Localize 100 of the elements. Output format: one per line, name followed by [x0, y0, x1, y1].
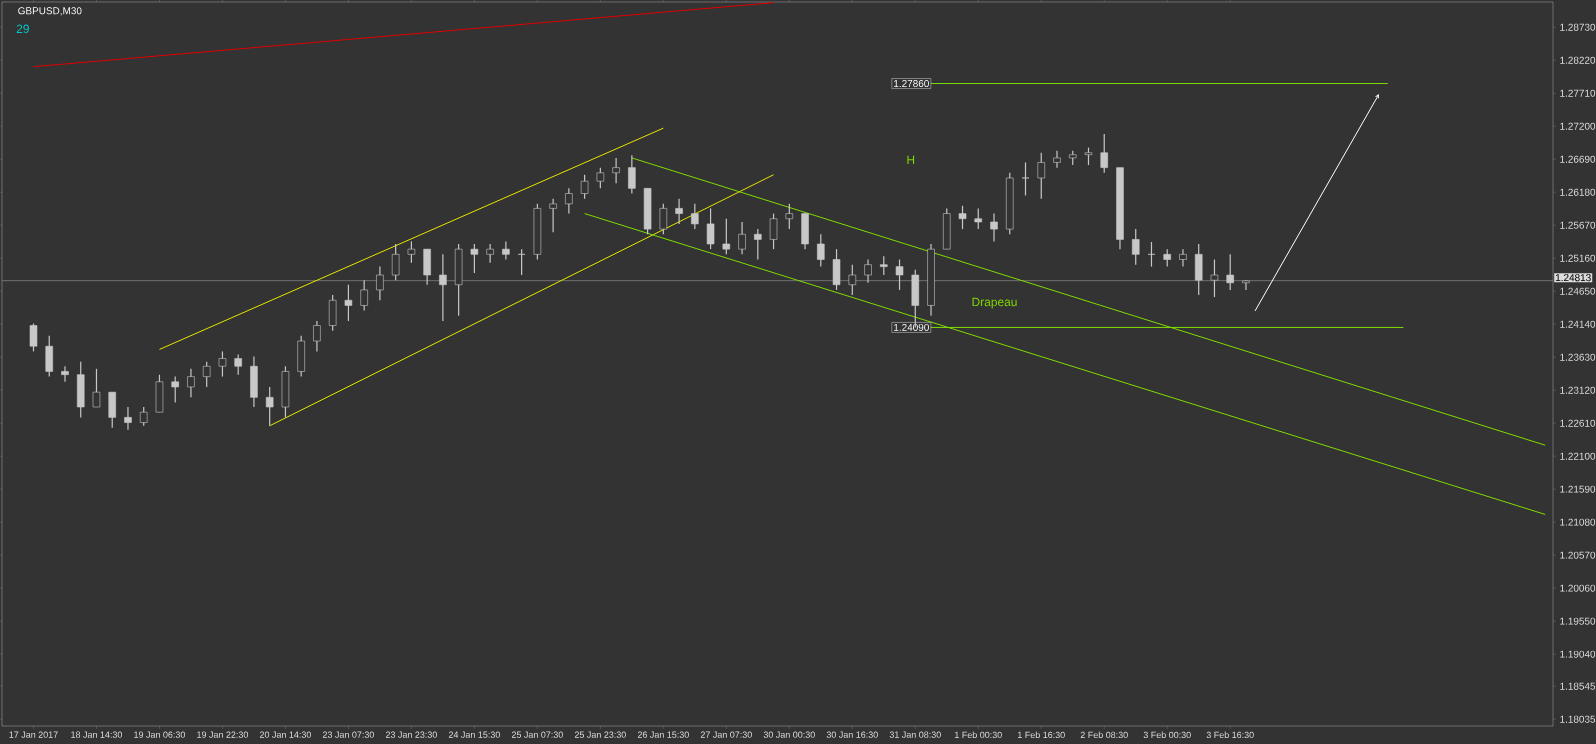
candlestick — [785, 203, 794, 230]
candlestick — [439, 253, 447, 322]
x-tick-label: 23 Jan 07:30 — [322, 731, 374, 738]
candlestick — [376, 266, 384, 301]
x-tick-label: 25 Jan 23:30 — [574, 731, 626, 738]
candlestick — [990, 212, 998, 242]
candlestick — [817, 233, 825, 268]
candlestick — [612, 157, 620, 184]
candlestick — [659, 203, 668, 235]
y-tick-label: 1.23120 — [1560, 386, 1596, 394]
y-tick-label: 1.28220 — [1560, 56, 1596, 64]
candlestick — [1100, 133, 1108, 174]
candlestick — [171, 376, 179, 404]
candlestick — [565, 187, 573, 215]
candlestick — [202, 361, 211, 388]
y-tick-label: 1.20060 — [1560, 584, 1596, 592]
candlestick — [974, 207, 983, 230]
candlestick — [360, 279, 368, 312]
x-tick-label: 26 Jan 15:30 — [637, 731, 689, 738]
candlestick — [848, 264, 857, 296]
candlestick — [880, 255, 888, 276]
candlestick — [313, 320, 321, 352]
candlestick — [1226, 253, 1234, 291]
candlestick — [769, 212, 778, 250]
candlestick — [722, 218, 731, 255]
x-tick-label: 19 Jan 22:30 — [197, 731, 249, 738]
candlestick — [738, 221, 746, 255]
candlestick — [864, 258, 872, 284]
x-tick-label: 17 Jan 2017 — [9, 731, 58, 738]
x-tick-label: 2 Feb 08:30 — [1080, 731, 1128, 739]
y-tick-label: 1.21080 — [1560, 518, 1596, 526]
candlestick — [1037, 152, 1046, 200]
x-tick-label: 3 Feb 00:30 — [1143, 731, 1191, 739]
candlestick — [29, 322, 38, 352]
y-tick-label: 1.27200 — [1560, 122, 1596, 130]
candlestick — [691, 203, 699, 230]
x-tick-label: 30 Jan 00:30 — [763, 731, 815, 738]
candlestick — [754, 228, 762, 261]
candlestick — [628, 154, 636, 195]
series-label: 1.27860 — [894, 79, 929, 88]
y-tick-label: 1.19550 — [1560, 617, 1596, 625]
y-tick-label: 1.22610 — [1560, 419, 1596, 427]
annotation: H — [907, 155, 915, 164]
candlestick — [549, 198, 557, 233]
x-tick-label: 3 Feb 16:30 — [1206, 731, 1254, 739]
x-tick-label: 19 Jan 06:30 — [134, 731, 186, 738]
y-tick-label: 1.23630 — [1560, 353, 1596, 361]
x-tick-label: 1 Feb 00:30 — [955, 731, 1002, 739]
candlestick — [580, 174, 589, 200]
candlestick — [344, 284, 353, 322]
x-tick-label: 31 Jan 08:30 — [889, 731, 941, 738]
series-label: 1.24090 — [894, 323, 929, 331]
candlestick — [1242, 279, 1250, 291]
candlestick — [234, 354, 242, 376]
y-tick-label: 1.26690 — [1560, 155, 1596, 163]
y-tick-label: 1.19040 — [1560, 650, 1596, 658]
candlestick — [596, 167, 605, 189]
y-tick-label: 1.22100 — [1560, 452, 1596, 460]
candlestick — [61, 365, 69, 383]
candlestick — [1210, 258, 1219, 298]
candlestick — [502, 240, 510, 261]
candlestick — [124, 406, 132, 431]
x-tick-label: 24 Jan 15:30 — [448, 731, 500, 738]
y-tick-label: 1.25670 — [1560, 221, 1596, 229]
x-tick-label: 18 Jan 14:30 — [71, 731, 123, 738]
x-tick-label: 27 Jan 07:30 — [700, 731, 752, 738]
annotation: 29 — [16, 24, 29, 34]
candlestick — [92, 368, 101, 408]
candlestick — [139, 406, 148, 427]
candlestick — [675, 198, 683, 225]
y-tick-label: 1.26180 — [1560, 188, 1596, 196]
candlestick — [706, 207, 715, 250]
candlestick — [470, 243, 479, 274]
x-tick-label: 20 Jan 14:30 — [259, 731, 311, 738]
candlestick — [1179, 248, 1187, 268]
candlestick — [218, 350, 227, 378]
y-tick-label: 1.20570 — [1560, 551, 1596, 559]
x-tick-label: 1 Feb 16:30 — [1018, 731, 1065, 739]
candlestick — [1053, 150, 1061, 169]
candlestick — [265, 386, 274, 427]
candlestick — [895, 258, 904, 291]
y-tick-label: 1.28730 — [1560, 23, 1596, 31]
candlestick — [486, 243, 494, 264]
candlestick — [1131, 228, 1140, 266]
y-tick-label: 1.21590 — [1560, 485, 1596, 493]
candlestick — [391, 243, 400, 281]
candlestick — [407, 240, 416, 264]
y-tick-label: 1.27710 — [1560, 89, 1596, 97]
candlestick — [958, 205, 967, 230]
y-tick-label: 1.24650 — [1560, 287, 1596, 295]
x-tick-label: 25 Jan 07:30 — [511, 731, 563, 738]
candlestick — [187, 368, 195, 398]
y-tick-label: 1.25160 — [1560, 254, 1596, 262]
y-tick-label: 1.24140 — [1560, 320, 1596, 328]
candlestick — [1021, 161, 1030, 197]
annotation: Drapeau — [972, 297, 1017, 309]
y-tick-label: 1.18545 — [1560, 682, 1596, 690]
chart-title: GBPUSD,M30 — [18, 7, 82, 16]
x-tick-label: 23 Jan 23:30 — [385, 731, 437, 738]
y-tick-label: 1.18035 — [1560, 715, 1596, 723]
